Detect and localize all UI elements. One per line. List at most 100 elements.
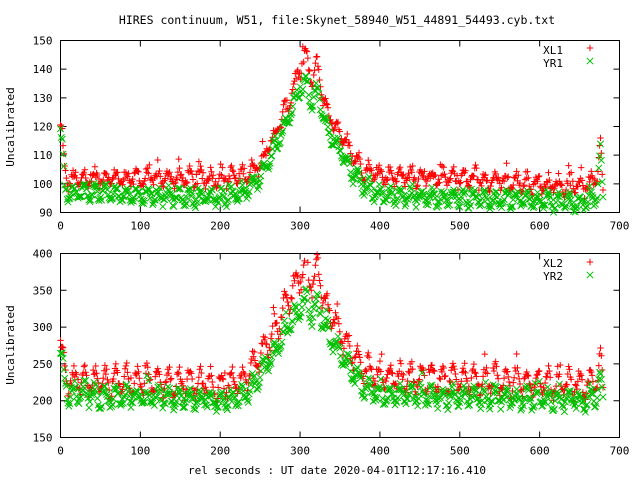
top-point-XL1: [409, 162, 416, 170]
top-point-XL1: [129, 175, 136, 183]
bottom-point-YR2: [264, 367, 273, 375]
top-point-XL1: [367, 165, 374, 173]
top-point-XL1: [578, 177, 586, 184]
top-point-XL1: [179, 174, 187, 182]
bottom-point-YR2: [218, 388, 226, 396]
bottom-point-YR2: [550, 405, 558, 413]
bottom-point-YR2: [309, 313, 317, 321]
bottom-point-XL2: [261, 334, 269, 341]
top-point-YR1: [562, 202, 570, 210]
bottom-point-XL2: [473, 373, 480, 380]
bottom-point-YR2: [108, 402, 116, 411]
top-point-XL1: [304, 54, 312, 62]
bottom-x-tick-label: 300: [290, 445, 310, 458]
bottom-point-XL2: [367, 364, 374, 372]
top-point-XL1: [574, 183, 582, 190]
bottom-point-YR2: [566, 387, 574, 395]
bottom-point-XL2: [221, 369, 229, 377]
top-point-XL1: [167, 173, 175, 181]
bottom-point-YR2: [356, 372, 364, 380]
bottom-point-YR2: [250, 372, 258, 380]
bottom-point-XL2: [94, 375, 101, 382]
top-point-XL1: [165, 170, 172, 177]
bottom-point-XL2: [317, 282, 324, 289]
bottom-point-XL2: [105, 379, 112, 387]
top-point-YR1: [145, 186, 153, 194]
top-point-XL1: [399, 172, 406, 180]
bottom-point-YR2: [597, 375, 605, 384]
bottom-point-YR2: [325, 324, 333, 332]
bottom-point-XL2: [90, 366, 97, 374]
bottom-point-XL2: [510, 379, 517, 386]
bottom-point-YR2: [373, 394, 381, 402]
bottom-point-XL2: [355, 351, 363, 358]
top-point-XL1: [188, 168, 195, 175]
top-point-XL1: [536, 172, 543, 180]
bottom-point-XL2: [460, 368, 468, 375]
top-point-YR1: [82, 181, 90, 189]
bottom-point-YR2: [535, 377, 543, 386]
bottom-point-XL2: [299, 271, 307, 278]
bottom-point-XL2: [426, 369, 433, 376]
top-point-XL1: [598, 150, 605, 157]
top-point-XL1: [365, 157, 372, 164]
top-point-XL1: [239, 161, 246, 168]
top-point-XL1: [82, 174, 89, 182]
bottom-y-tick-label: 200: [33, 395, 53, 408]
top-y-tick-label: 150: [33, 35, 53, 48]
top-point-XL1: [438, 162, 446, 170]
bottom-point-YR2: [103, 390, 111, 398]
top-point-XL1: [510, 181, 517, 189]
top-point-XL1: [545, 169, 552, 176]
bottom-point-YR2: [70, 384, 78, 392]
bottom-point-YR2: [178, 398, 186, 406]
top-point-XL1: [504, 174, 511, 181]
bottom-point-XL2: [270, 304, 277, 311]
top-point-YR1: [524, 189, 532, 197]
bottom-point-XL2: [556, 371, 563, 378]
bottom-point-YR2: [593, 394, 601, 402]
bottom-point-XL2: [324, 301, 332, 308]
bottom-point-XL2: [251, 357, 259, 364]
top-point-XL1: [565, 162, 572, 169]
top-point-XL1: [481, 172, 488, 179]
bottom-point-YR2: [598, 383, 606, 391]
bottom-point-XL2: [442, 372, 449, 380]
top-point-XL1: [387, 167, 395, 174]
top-point-XL1: [388, 170, 395, 177]
bottom-point-XL2: [366, 363, 374, 370]
top-point-YR1: [326, 133, 335, 142]
top-point-XL1: [598, 171, 606, 178]
bottom-point-YR2: [435, 395, 443, 403]
bottom-point-YR2: [177, 392, 185, 400]
bottom-point-XL2: [287, 294, 295, 301]
bottom-point-YR2: [166, 390, 174, 398]
bottom-point-XL2: [135, 368, 142, 376]
bottom-point-YR2: [246, 387, 254, 395]
bottom-point-YR2: [224, 401, 232, 409]
top-point-XL1: [199, 169, 207, 177]
bottom-point-YR2: [243, 396, 252, 404]
top-point-XL1: [322, 95, 329, 102]
top-point-YR1: [60, 162, 68, 170]
top-point-XL1: [483, 177, 490, 185]
top-point-YR1: [482, 193, 491, 201]
bottom-point-XL2: [513, 350, 520, 358]
bottom-point-XL2: [123, 359, 130, 367]
top-point-XL1: [415, 175, 422, 183]
bottom-x-tick-label: 100: [130, 445, 150, 458]
top-point-YR1: [288, 109, 296, 117]
bottom-point-XL2: [595, 362, 603, 369]
bottom-y-tick-label: 350: [33, 284, 53, 297]
bottom-point-XL2: [121, 373, 128, 380]
top-point-XL1: [477, 179, 484, 187]
top-point-YR1: [425, 198, 433, 206]
bottom-point-XL2: [578, 376, 586, 383]
top-point-YR1: [66, 194, 74, 202]
bottom-point-XL2: [420, 366, 427, 374]
bottom-point-XL2: [578, 372, 585, 379]
top-point-YR1: [155, 184, 163, 192]
top-point-YR1: [208, 186, 216, 194]
bottom-point-XL2: [104, 376, 111, 383]
bottom-point-YR2: [547, 398, 555, 406]
